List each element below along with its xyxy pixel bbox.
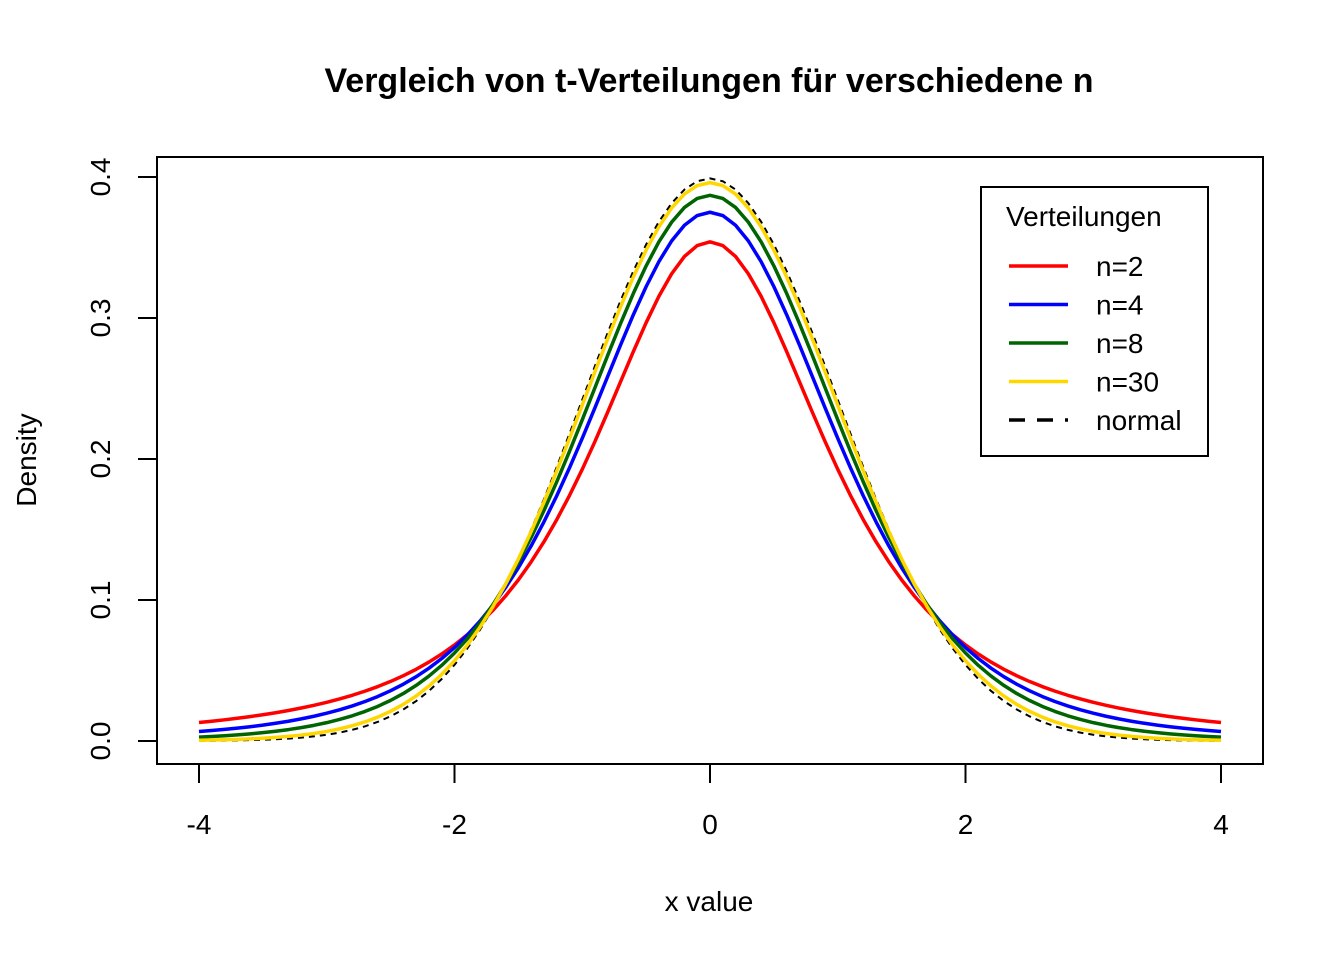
x-tick-label: 4 [1213, 809, 1229, 840]
y-tick-label: 0.0 [85, 722, 116, 761]
chart-title: Vergleich von t-Verteilungen für verschi… [324, 62, 1093, 100]
series-line-normal [198, 177, 1222, 742]
legend-title: Verteilungen [1006, 201, 1162, 232]
legend-entries: n=2 n=4 n=8 n=30 normal [1009, 251, 1182, 436]
x-tick-label: -4 [187, 809, 212, 840]
legend-box [980, 186, 1209, 457]
legend-label: normal [1096, 405, 1182, 436]
series-line-n-30 [198, 180, 1222, 743]
legend-label: n=30 [1096, 367, 1159, 398]
y-axis-label: Density [11, 413, 42, 506]
legend-label: n=4 [1096, 290, 1144, 321]
x-tick-label: 0 [702, 809, 718, 840]
y-tick-label: 0.2 [85, 440, 116, 479]
x-tick-label: -2 [442, 809, 467, 840]
legend: Verteilungen n=2 n=4 n=8 n=30 normal [980, 186, 1209, 457]
x-tick-label: 2 [958, 809, 974, 840]
y-tick-label: 0.1 [85, 581, 116, 620]
legend-label: n=2 [1096, 251, 1144, 282]
legend-label: n=8 [1096, 328, 1144, 359]
axes: -4 -2 0 2 4 0.0 0.1 0.2 0.3 0.4 [85, 158, 1229, 840]
y-tick-label: 0.4 [85, 158, 116, 197]
series-line-n-2 [198, 240, 1222, 725]
curves [198, 177, 1222, 743]
series-line-n-8 [198, 193, 1222, 739]
series-line-n-4 [198, 210, 1222, 734]
y-tick-label: 0.3 [85, 299, 116, 338]
x-axis-label: x value [665, 886, 754, 917]
